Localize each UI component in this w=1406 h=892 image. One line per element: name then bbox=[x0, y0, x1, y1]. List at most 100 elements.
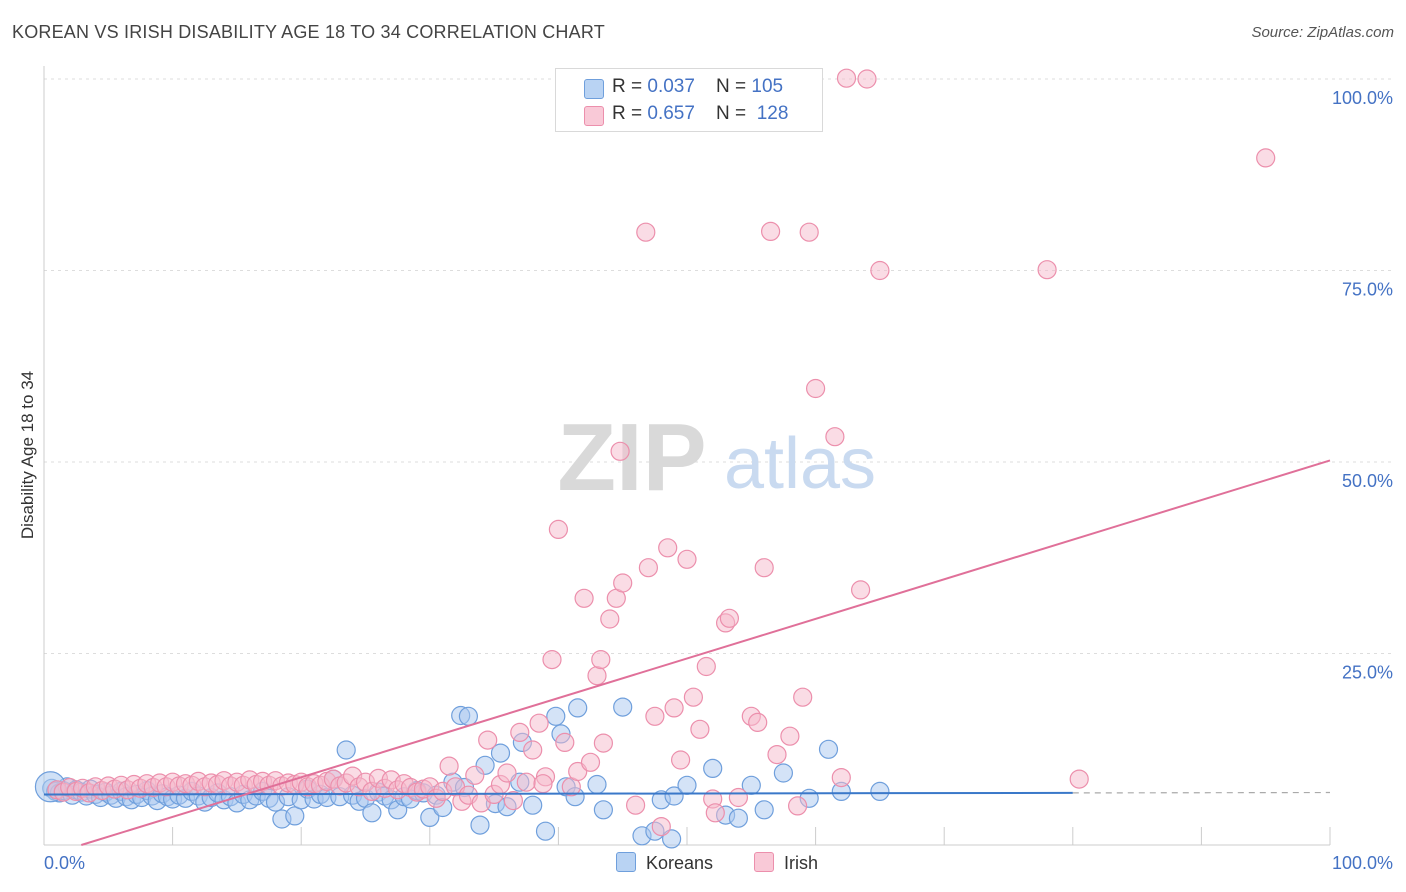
irish-point bbox=[831, 767, 851, 788]
irish-point bbox=[658, 538, 678, 558]
irish-point bbox=[651, 816, 671, 837]
correlation-legend: R = 0.037 N = 105 R = 0.657 N = 128 bbox=[555, 68, 823, 132]
irish-point bbox=[1037, 260, 1057, 280]
irish-point bbox=[799, 222, 819, 242]
irish-point bbox=[593, 733, 614, 753]
tick-labels: 25.0% 50.0% 75.0% 100.0% 0.0% 100.0% bbox=[44, 88, 1393, 873]
korean-point bbox=[677, 775, 697, 795]
legend-r-value: 0.657 bbox=[647, 103, 695, 124]
bottom-legend-swatch-irish bbox=[754, 852, 774, 872]
korean-point bbox=[664, 786, 684, 806]
irish-point bbox=[645, 706, 665, 726]
watermark-atlas: atlas bbox=[724, 424, 876, 504]
korean-point bbox=[470, 815, 490, 835]
irish-point bbox=[1069, 769, 1089, 789]
legend-n-value: 105 bbox=[751, 76, 784, 97]
irish-point bbox=[638, 558, 659, 578]
legend-n-label: N = bbox=[716, 103, 752, 124]
irish-point bbox=[465, 765, 485, 785]
irish-point bbox=[870, 260, 890, 281]
legend-n-label: N = bbox=[716, 76, 752, 97]
irish-point bbox=[580, 752, 601, 772]
chart-title: KOREAN VS IRISH DISABILITY AGE 18 TO 34 … bbox=[12, 22, 605, 42]
irish-point bbox=[533, 774, 553, 794]
irish-point bbox=[542, 649, 562, 670]
irish-point bbox=[1256, 148, 1276, 168]
irish-point bbox=[719, 608, 740, 628]
irish-point bbox=[497, 763, 517, 783]
x-tick-label: 100.0% bbox=[1332, 853, 1393, 873]
korean-point bbox=[593, 800, 614, 820]
irish-point bbox=[523, 740, 543, 760]
korean-point bbox=[490, 743, 511, 763]
irish-point bbox=[439, 756, 459, 776]
irish-point bbox=[555, 732, 575, 753]
irish-trend-line bbox=[81, 459, 1331, 846]
irish-point bbox=[705, 803, 725, 823]
korean-point bbox=[728, 808, 749, 828]
irish-point bbox=[510, 722, 530, 743]
korean-point bbox=[568, 698, 588, 718]
y-tick-label: 75.0% bbox=[1342, 280, 1393, 300]
korean-point bbox=[703, 758, 723, 779]
korean-trend-line bbox=[43, 791, 1073, 796]
axis-layer bbox=[43, 66, 1331, 846]
irish-point bbox=[748, 712, 768, 733]
watermark: ZIP atlas bbox=[557, 404, 876, 511]
irish-point bbox=[857, 69, 877, 89]
bottom-legend-label-koreans: Koreans bbox=[646, 853, 714, 873]
irish-point bbox=[548, 519, 569, 540]
irish-point bbox=[670, 750, 691, 770]
bottom-legend-swatch-koreans bbox=[616, 852, 636, 872]
irish-point bbox=[478, 730, 498, 750]
irish-point bbox=[780, 726, 800, 746]
irish-point bbox=[696, 656, 716, 677]
legend-swatch-irish bbox=[584, 106, 604, 126]
x-tick-label: 0.0% bbox=[44, 853, 85, 873]
korean-point bbox=[336, 740, 356, 760]
irish-point bbox=[767, 744, 787, 765]
irish-point bbox=[664, 698, 684, 718]
watermark-zip: ZIP bbox=[557, 404, 706, 511]
irish-point bbox=[600, 609, 620, 629]
irish-point bbox=[636, 222, 656, 242]
korean-point bbox=[613, 697, 633, 717]
legend-r-label: R = bbox=[612, 103, 648, 124]
korean-point bbox=[546, 706, 566, 726]
legend-n-value: 128 bbox=[756, 103, 789, 124]
y-tick-label: 50.0% bbox=[1342, 471, 1393, 491]
source-label: Source: ZipAtlas.com bbox=[1251, 24, 1394, 41]
irish-point bbox=[591, 649, 611, 670]
irish-point bbox=[503, 790, 524, 811]
irish-point bbox=[625, 795, 646, 815]
korean-point bbox=[523, 795, 543, 815]
irish-point bbox=[825, 427, 845, 447]
irish-point bbox=[793, 687, 813, 707]
irish-point bbox=[728, 787, 749, 808]
irish-point bbox=[683, 687, 704, 707]
korean-point bbox=[661, 829, 682, 849]
grid-layer bbox=[44, 78, 1392, 654]
irish-point bbox=[690, 719, 710, 739]
bottom-legend-koreans: Koreans bbox=[616, 852, 713, 874]
korean-point bbox=[362, 803, 382, 823]
legend-r-value: 0.037 bbox=[647, 76, 695, 97]
korean-point bbox=[458, 706, 478, 726]
bottom-legend-label-irish: Irish bbox=[784, 853, 819, 873]
korean-point bbox=[870, 781, 890, 802]
legend-r-label: R = bbox=[612, 76, 648, 97]
y-tick-label: 25.0% bbox=[1342, 663, 1393, 683]
irish-point bbox=[529, 713, 549, 733]
irish-point bbox=[610, 441, 630, 461]
trend-lines bbox=[43, 459, 1331, 846]
korean-point bbox=[587, 774, 607, 795]
korean-point bbox=[773, 763, 794, 783]
irish-point bbox=[805, 378, 826, 399]
irish-point bbox=[836, 68, 857, 88]
bottom-legend-irish: Irish bbox=[754, 852, 818, 874]
irish-point bbox=[516, 772, 536, 792]
irish-point bbox=[677, 549, 697, 569]
legend-swatch-koreans bbox=[584, 79, 604, 99]
korean-point bbox=[420, 807, 440, 828]
